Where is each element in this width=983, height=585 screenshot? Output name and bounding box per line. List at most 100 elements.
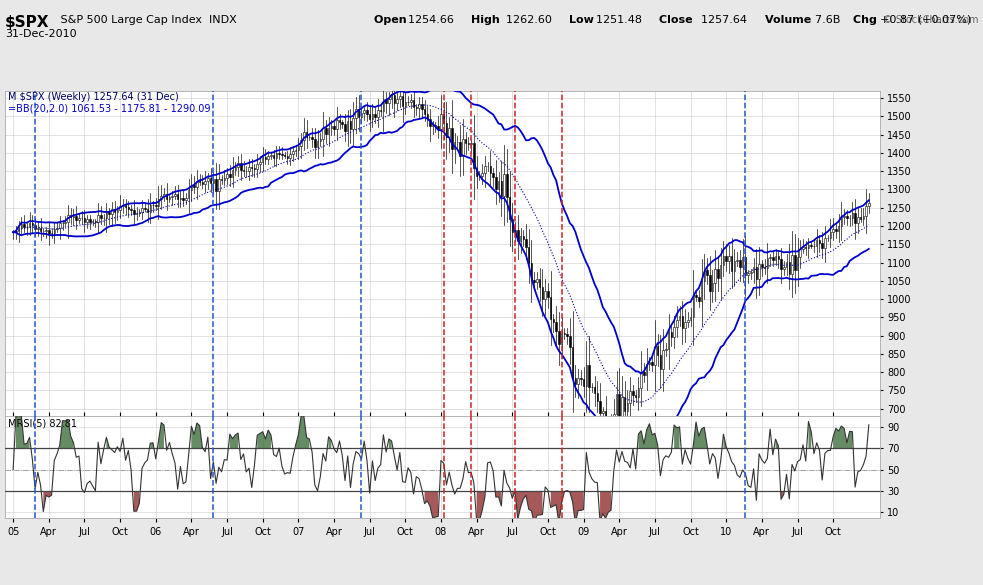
Bar: [607, 423, 609, 425]
Bar: [791, 254, 792, 274]
Bar: [301, 140, 302, 146]
Bar: [273, 155, 274, 158]
Bar: [761, 264, 763, 267]
Bar: [454, 142, 455, 150]
Bar: [500, 181, 502, 197]
Bar: [122, 205, 124, 207]
Bar: [358, 109, 360, 117]
Bar: [146, 209, 148, 212]
Text: Low: Low: [569, 15, 598, 25]
Bar: [314, 139, 316, 147]
Bar: [471, 143, 472, 144]
Bar: [191, 185, 192, 190]
Bar: [65, 222, 66, 223]
Bar: [484, 166, 486, 173]
Bar: [857, 217, 858, 223]
Bar: [31, 223, 33, 225]
Bar: [583, 379, 584, 386]
Bar: [690, 316, 691, 320]
Bar: [520, 236, 521, 241]
Text: 1254.66: 1254.66: [408, 15, 461, 25]
Bar: [372, 113, 374, 119]
Bar: [822, 243, 823, 247]
Bar: [605, 411, 607, 425]
Bar: [695, 295, 697, 297]
Bar: [586, 364, 587, 386]
Bar: [723, 256, 724, 265]
Bar: [402, 96, 403, 106]
Bar: [816, 240, 818, 246]
Bar: [720, 265, 722, 278]
Bar: [177, 194, 179, 199]
Bar: [862, 216, 864, 219]
Bar: [731, 256, 732, 271]
Bar: [171, 196, 173, 197]
Bar: [364, 111, 365, 113]
Bar: [810, 245, 812, 246]
Bar: [48, 230, 49, 235]
Bar: [29, 223, 30, 226]
Bar: [629, 391, 631, 403]
Text: 1251.48: 1251.48: [596, 15, 649, 25]
Bar: [739, 260, 740, 267]
Bar: [539, 278, 541, 287]
Bar: [448, 128, 450, 137]
Bar: [111, 209, 113, 214]
Bar: [421, 104, 423, 109]
Bar: [523, 236, 524, 239]
Bar: [204, 181, 205, 184]
Bar: [229, 174, 231, 177]
Bar: [413, 100, 414, 107]
Bar: [73, 216, 75, 218]
Bar: [341, 122, 343, 123]
Bar: [105, 212, 107, 218]
Bar: [736, 260, 738, 261]
Bar: [289, 154, 291, 159]
Bar: [569, 336, 571, 347]
Bar: [385, 98, 387, 104]
Bar: [369, 113, 371, 119]
Bar: [40, 228, 41, 231]
Bar: [836, 229, 837, 231]
Bar: [284, 155, 285, 156]
Bar: [430, 119, 431, 126]
Bar: [549, 297, 551, 319]
Bar: [306, 132, 308, 137]
Bar: [393, 95, 395, 103]
Bar: [542, 287, 544, 300]
Bar: [775, 256, 777, 260]
Bar: [767, 258, 768, 268]
Bar: [327, 128, 329, 134]
Bar: [185, 198, 187, 199]
Bar: [322, 128, 323, 139]
Bar: [654, 346, 656, 365]
Text: Close: Close: [660, 15, 697, 25]
Bar: [24, 224, 25, 227]
Bar: [838, 226, 839, 231]
Bar: [495, 177, 496, 188]
Text: Chg: Chg: [853, 15, 881, 25]
Bar: [42, 231, 44, 232]
Bar: [53, 229, 55, 233]
Bar: [361, 113, 362, 117]
Bar: [830, 232, 832, 239]
Bar: [21, 224, 23, 228]
Bar: [136, 212, 138, 214]
Bar: [632, 391, 634, 394]
Bar: [687, 320, 688, 322]
Bar: [59, 223, 61, 228]
Bar: [657, 346, 659, 355]
Bar: [416, 107, 417, 108]
Bar: [292, 151, 294, 154]
Bar: [649, 362, 650, 364]
Bar: [514, 230, 516, 232]
Bar: [155, 205, 156, 206]
Bar: [462, 139, 464, 156]
Bar: [846, 216, 847, 218]
Bar: [215, 179, 217, 191]
Bar: [715, 269, 716, 283]
Bar: [267, 156, 269, 159]
Bar: [747, 273, 749, 275]
Bar: [799, 249, 801, 257]
Bar: [704, 270, 705, 281]
